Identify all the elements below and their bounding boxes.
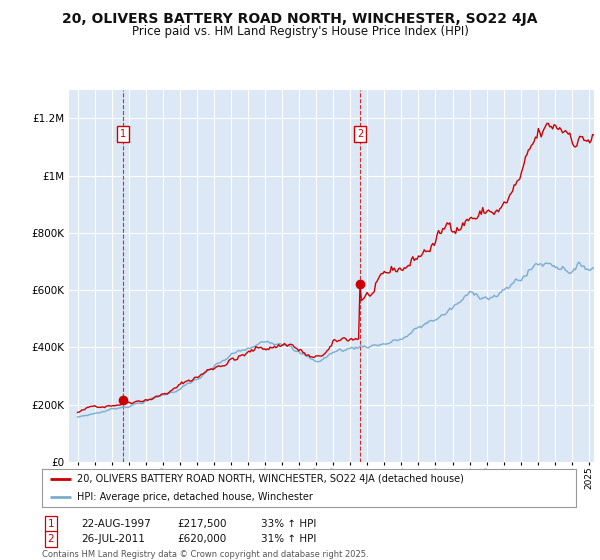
Text: £620,000: £620,000	[177, 534, 226, 544]
Text: 1: 1	[119, 129, 126, 139]
Text: 20, OLIVERS BATTERY ROAD NORTH, WINCHESTER, SO22 4JA (detached house): 20, OLIVERS BATTERY ROAD NORTH, WINCHEST…	[77, 474, 464, 484]
Text: 26-JUL-2011: 26-JUL-2011	[81, 534, 145, 544]
Text: Price paid vs. HM Land Registry's House Price Index (HPI): Price paid vs. HM Land Registry's House …	[131, 25, 469, 38]
Text: Contains HM Land Registry data © Crown copyright and database right 2025.
This d: Contains HM Land Registry data © Crown c…	[42, 550, 368, 560]
Text: 2: 2	[357, 129, 363, 139]
Text: 22-AUG-1997: 22-AUG-1997	[81, 519, 151, 529]
Text: 33% ↑ HPI: 33% ↑ HPI	[261, 519, 316, 529]
Text: 1: 1	[47, 519, 55, 529]
Text: 20, OLIVERS BATTERY ROAD NORTH, WINCHESTER, SO22 4JA: 20, OLIVERS BATTERY ROAD NORTH, WINCHEST…	[62, 12, 538, 26]
Text: 31% ↑ HPI: 31% ↑ HPI	[261, 534, 316, 544]
Text: £217,500: £217,500	[177, 519, 227, 529]
Text: HPI: Average price, detached house, Winchester: HPI: Average price, detached house, Winc…	[77, 492, 313, 502]
Text: 2: 2	[47, 534, 55, 544]
